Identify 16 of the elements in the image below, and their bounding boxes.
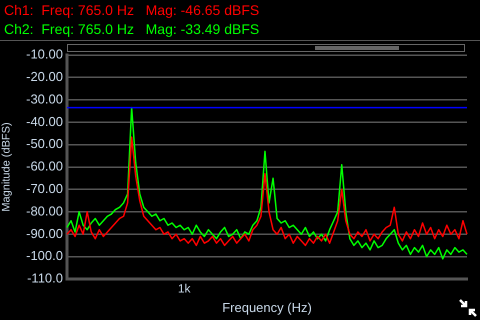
y-tick-label: -50.00	[26, 136, 63, 152]
y-tick-label: -10.00	[26, 46, 63, 62]
y-tick-label: -100.0	[26, 248, 63, 264]
x-tick-label: 1k	[178, 282, 192, 296]
y-tick-label: -80.00	[26, 203, 63, 218]
y-tick-label: -40.00	[26, 114, 63, 129]
x-axis-title: Frequency (Hz)	[222, 300, 312, 315]
y-tick-label: -60.00	[26, 158, 63, 174]
text: Ch2: Freq: 765.0 Hz Mag: -33.49 dBFS	[4, 20, 260, 39]
y-axis-title: Magnitude (dBFS)	[0, 122, 13, 212]
y-tick-label: -20.00	[26, 68, 63, 84]
y-tick-label: -90.00	[26, 226, 63, 241]
y-tick-label: -70.00	[26, 180, 63, 196]
text: Ch1: Freq: 765.0 Hz Mag: -46.65 dBFS	[4, 1, 260, 20]
y-tick-label: -110.0	[27, 270, 63, 286]
y-tick-label: -30.00	[26, 91, 63, 106]
